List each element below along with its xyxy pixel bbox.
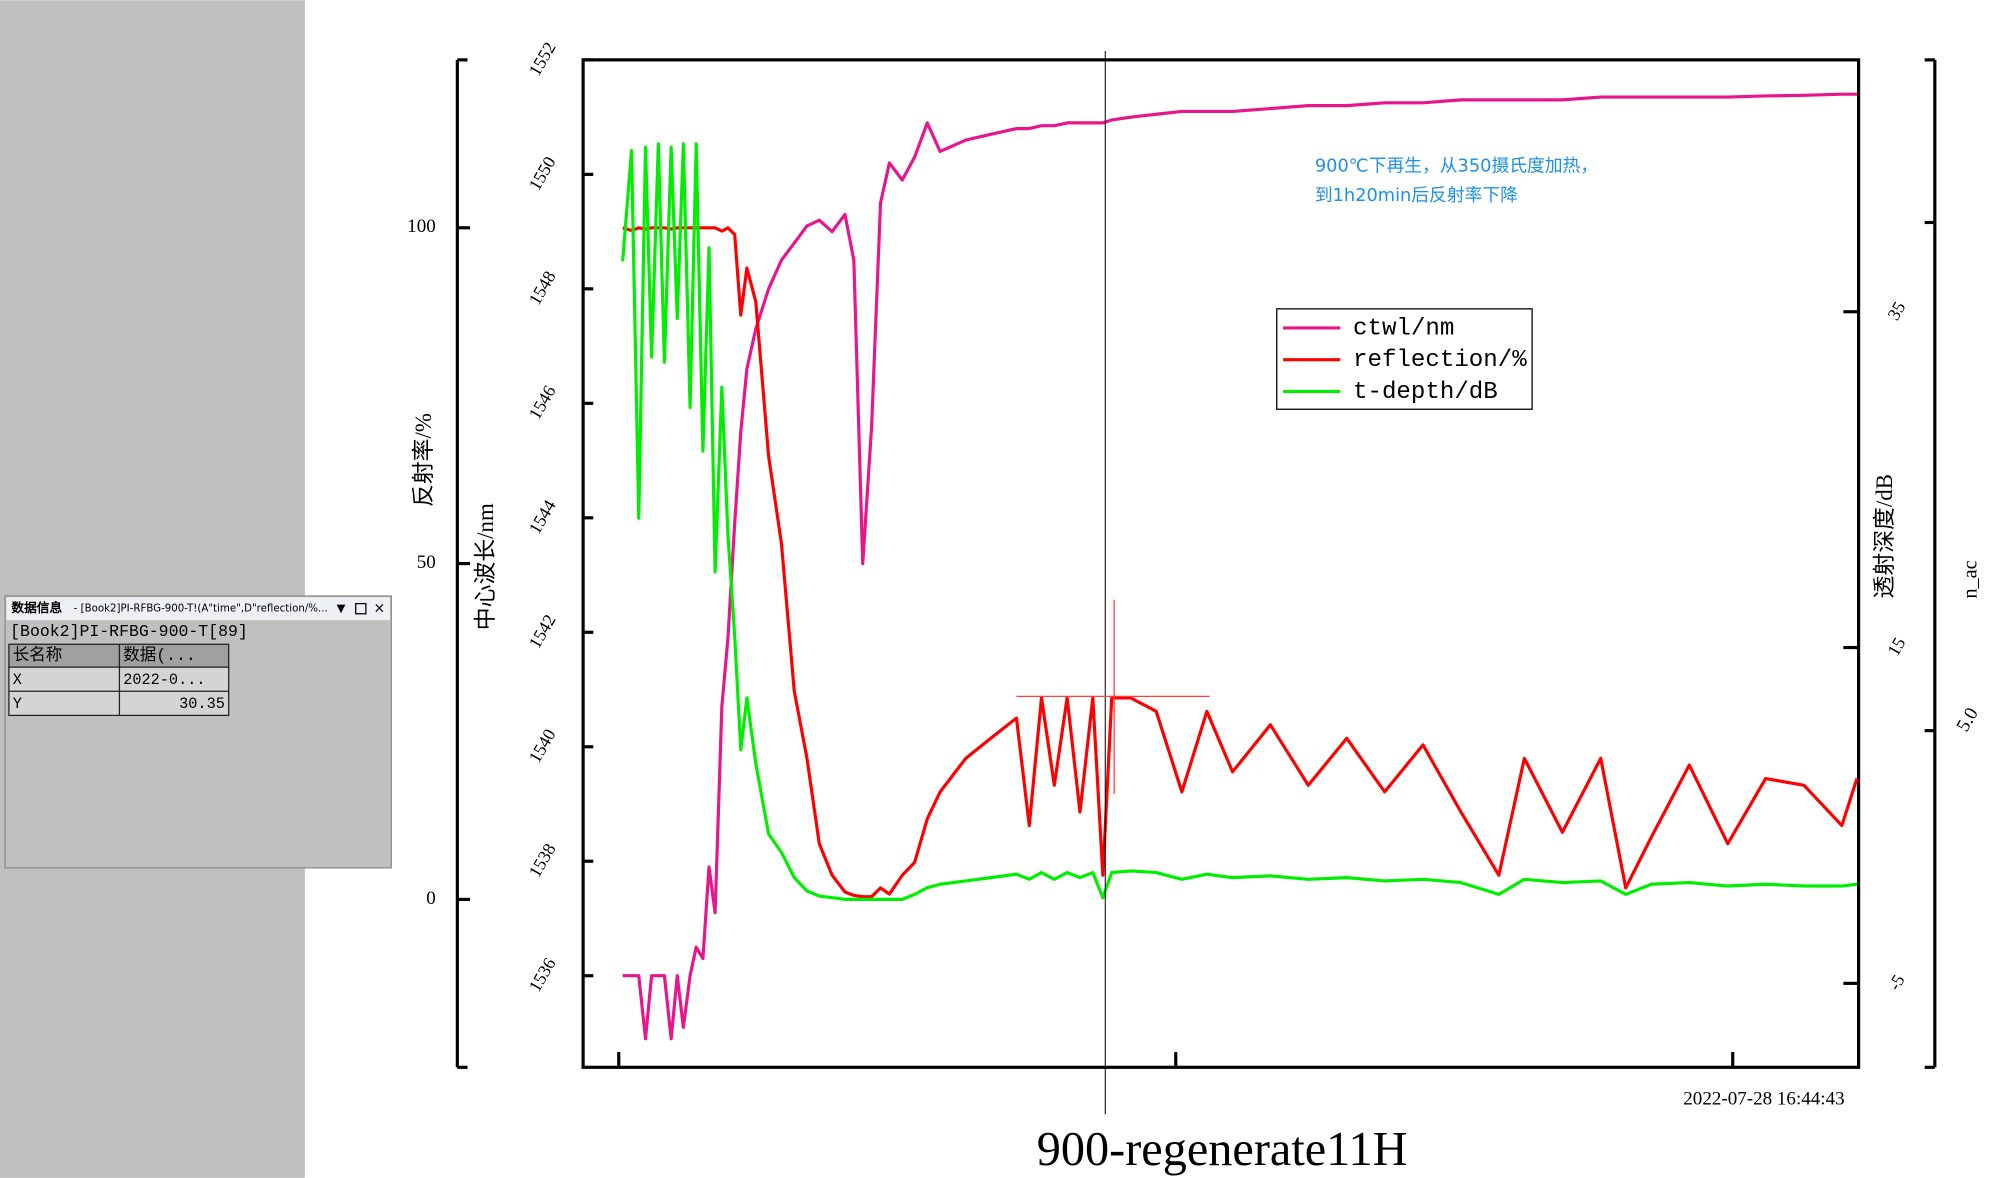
y2-tick-label: 1536 bbox=[525, 954, 560, 995]
window-title: 数据信息 bbox=[11, 600, 62, 615]
window-subtitle: - [Book2]PI-RFBG-900-T!(A"time",D"reflec… bbox=[74, 604, 328, 615]
y-tick-label: 50 bbox=[417, 552, 436, 573]
series-line bbox=[621, 142, 1858, 901]
legend: ctwl/nm reflection/% t-depth/dB bbox=[1276, 308, 1533, 410]
series-line bbox=[622, 226, 1859, 899]
info-window: 数据信息 - [Book2]PI-RFBG-900-T!(A"time",D"r… bbox=[4, 595, 392, 869]
plot-area: 0 50 100 1536 1538 1540 1542 1544 1546 1548 1550 15… bbox=[407, 39, 1909, 1068]
window-frame bbox=[4, 595, 392, 869]
annotation: 到1h20min后反射率下降 bbox=[1315, 185, 1518, 206]
y2-tick-label: 1548 bbox=[525, 267, 560, 308]
window-titlebar bbox=[6, 597, 391, 621]
legend-label: t-depth/dB bbox=[1353, 379, 1498, 406]
y-tick-label: 100 bbox=[407, 216, 436, 237]
table-cell: X bbox=[13, 671, 22, 689]
table-cell: 30.35 bbox=[179, 695, 225, 713]
y2-tick-label: 1550 bbox=[525, 153, 560, 194]
y-axis-label: 反射率/% bbox=[411, 413, 436, 507]
axes-frame bbox=[455, 58, 1937, 1069]
y4-axis-label: n_ac bbox=[1959, 560, 1981, 598]
y2-tick-label: 1544 bbox=[525, 496, 560, 537]
table-header: 数据(... bbox=[123, 645, 196, 665]
window-path: [Book2]PI-RFBG-900-T[89] bbox=[10, 622, 248, 641]
menu-button[interactable]: ▼ bbox=[337, 601, 346, 615]
annotation: 900℃下再生，从350摄氏度加热， bbox=[1315, 156, 1598, 177]
maximize-button[interactable] bbox=[355, 602, 367, 615]
y2-tick-label: 1552 bbox=[525, 39, 560, 80]
chart-title: 900-regenerate11H bbox=[1037, 1123, 1408, 1176]
y3-axis-label: 透射深度/dB bbox=[1872, 474, 1897, 598]
y2-tick-label: 1546 bbox=[525, 382, 560, 423]
workspace-panel bbox=[0, 0, 305, 1178]
y2-tick-label: 1538 bbox=[525, 840, 560, 881]
legend-label: ctwl/nm bbox=[1353, 315, 1454, 342]
y3-tick-label: 15 bbox=[1883, 634, 1909, 659]
table-cell: 2022-0... bbox=[123, 671, 205, 689]
y-tick-label: 0 bbox=[426, 888, 436, 909]
timestamp: 2022-07-28 16:44:43 bbox=[1683, 1089, 1844, 1110]
y4-tick-label: 5.0 bbox=[1953, 704, 1983, 735]
y2-tick-label: 1542 bbox=[525, 611, 560, 652]
close-button[interactable]: × bbox=[374, 601, 386, 617]
series-line bbox=[622, 92, 1857, 1041]
y2-axis-label: 中心波长/nm bbox=[473, 503, 498, 630]
y2-tick-label: 1540 bbox=[525, 725, 560, 766]
y3-tick-label: 35 bbox=[1883, 298, 1909, 323]
plot-frame bbox=[581, 58, 1861, 1069]
table-cell: Y bbox=[13, 695, 22, 713]
legend-label: reflection/% bbox=[1353, 347, 1527, 374]
y3-tick-label: -5 bbox=[1884, 971, 1909, 994]
table-header: 长名称 bbox=[13, 645, 63, 665]
